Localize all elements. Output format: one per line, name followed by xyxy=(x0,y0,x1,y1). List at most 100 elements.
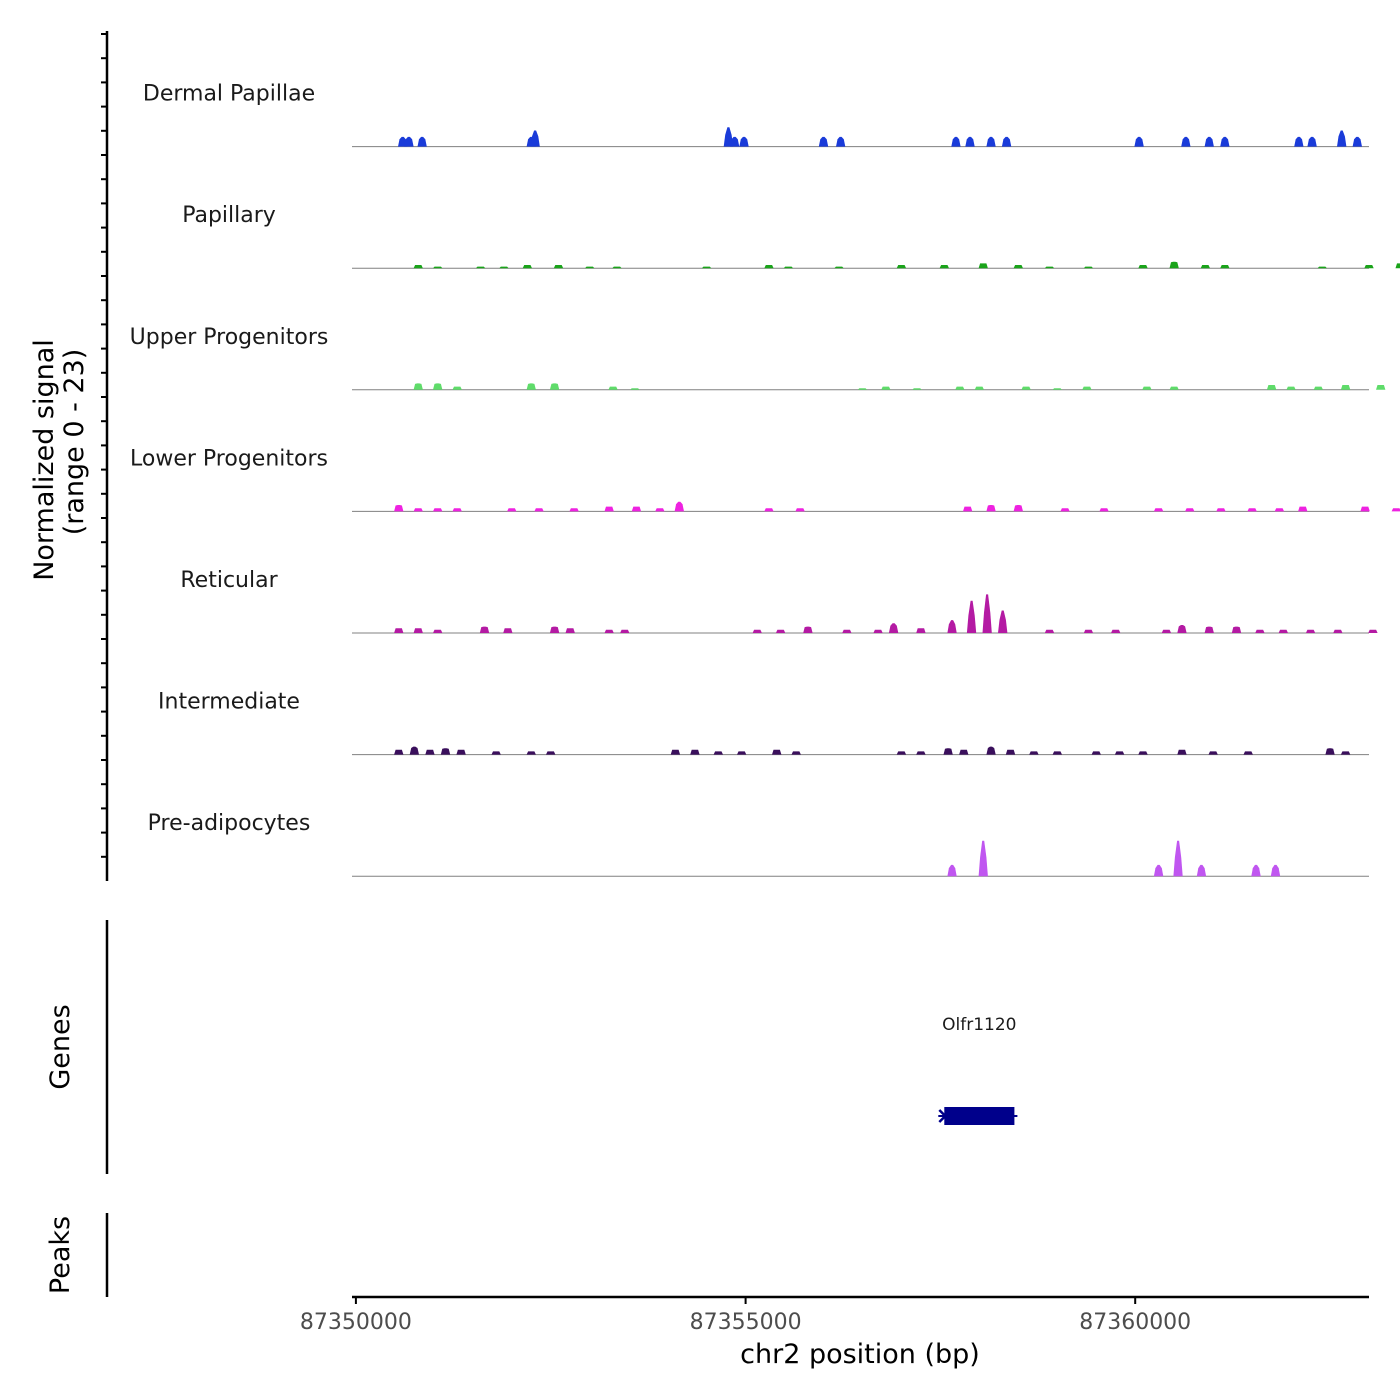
signal-peak xyxy=(674,501,684,512)
signal-peak xyxy=(1364,265,1374,269)
signal-peak xyxy=(713,751,723,755)
signal-peak xyxy=(1298,506,1308,512)
signal-peak xyxy=(955,386,965,390)
signal-peak xyxy=(783,266,794,269)
signal-peak xyxy=(916,751,926,755)
signal-peak xyxy=(881,386,891,390)
gene-olfr1120: Olfr1120 xyxy=(938,1015,1018,1125)
signal-peak xyxy=(417,136,427,147)
signal-peak xyxy=(947,864,957,877)
signal-peak xyxy=(737,751,747,755)
signal-peak xyxy=(530,130,540,147)
signal-peak xyxy=(479,626,490,633)
signal-peak xyxy=(1021,386,1031,390)
signal-peak xyxy=(1325,748,1335,755)
signal-peak xyxy=(1083,629,1094,633)
track-label: Reticular xyxy=(180,568,278,593)
signal-peak xyxy=(1395,263,1400,269)
track-pre-adipocytes: Pre-adipocytes xyxy=(148,811,1369,877)
signal-peak xyxy=(791,751,801,755)
x-tick-label: 87360000 xyxy=(1079,1310,1191,1335)
signal-peak xyxy=(413,628,423,633)
signal-peak xyxy=(752,629,762,633)
signal-peak xyxy=(1044,629,1055,633)
signal-peak xyxy=(1169,261,1179,269)
gene-track: Olfr1120 xyxy=(938,1015,1018,1125)
signal-peak xyxy=(959,749,969,755)
signal-peak xyxy=(1161,629,1172,633)
signal-peak xyxy=(553,265,564,269)
signal-peak xyxy=(939,265,949,269)
signal-peak xyxy=(943,748,953,755)
signal-peak xyxy=(1204,136,1214,147)
signal-peak xyxy=(916,628,926,633)
signal-peak xyxy=(986,136,996,147)
signal-peak xyxy=(1220,136,1230,147)
signal-peak xyxy=(631,506,642,512)
signal-peak xyxy=(1360,506,1370,512)
signal-peak xyxy=(413,508,423,512)
signal-peak xyxy=(1243,751,1253,755)
signal-peak xyxy=(723,127,734,147)
signal-peak xyxy=(1044,266,1055,269)
signal-peak xyxy=(947,620,957,633)
signal-peak xyxy=(655,508,665,512)
signal-peak xyxy=(1305,629,1316,633)
signal-peak xyxy=(963,506,973,512)
signal-peak xyxy=(1099,508,1109,512)
signal-peak xyxy=(1138,751,1148,755)
signal-peak xyxy=(1142,386,1152,390)
signal-peak xyxy=(1177,625,1187,633)
signal-peak xyxy=(772,749,782,755)
signal-peak xyxy=(1352,136,1362,147)
signal-peak xyxy=(452,386,462,390)
signal-peak xyxy=(1169,386,1179,390)
signal-peak xyxy=(1247,508,1257,512)
signal-peak xyxy=(1134,136,1144,147)
signal-peak xyxy=(394,505,404,512)
signal-peak xyxy=(604,629,614,633)
signal-peak xyxy=(409,746,419,755)
signal-peak xyxy=(565,628,575,633)
signal-peak xyxy=(764,508,774,512)
signal-peak xyxy=(1286,386,1296,390)
signal-peak xyxy=(404,136,414,147)
signal-peak xyxy=(965,136,975,147)
signal-peak xyxy=(1200,265,1210,269)
signal-peak xyxy=(1270,864,1281,877)
signal-peak xyxy=(1005,749,1016,755)
signal-peak xyxy=(425,749,435,755)
signal-peak xyxy=(1317,266,1327,269)
signal-peak xyxy=(1307,136,1317,147)
signal-peak xyxy=(1294,136,1304,147)
genes-label: Genes xyxy=(45,1004,76,1089)
gene-strand-arrow xyxy=(938,1109,948,1123)
track-label: Dermal Papillae xyxy=(143,82,315,107)
signal-peak xyxy=(1082,386,1092,390)
signal-peak xyxy=(1111,629,1121,633)
signal-peak xyxy=(701,266,712,269)
signal-peak xyxy=(534,508,544,512)
track-label: Lower Progenitors xyxy=(130,446,328,471)
track-papillary: Papillary xyxy=(182,203,1400,269)
signal-peak xyxy=(775,629,786,633)
x-tick-label: 87350000 xyxy=(300,1310,412,1335)
track-dermal-papillae: Dermal Papillae xyxy=(143,82,1369,148)
gene-label: Olfr1120 xyxy=(942,1015,1016,1035)
signal-peak xyxy=(834,266,844,269)
signal-peak xyxy=(546,751,556,755)
track-lower-progenitors: Lower Progenitors xyxy=(130,446,1400,512)
signal-peak xyxy=(475,266,486,269)
signal-peak xyxy=(1052,751,1062,755)
signal-peak xyxy=(522,265,532,269)
signal-peak xyxy=(440,748,451,755)
signal-peak xyxy=(912,388,922,390)
signal-peak xyxy=(549,626,560,633)
signal-peak xyxy=(690,749,700,755)
signal-peak xyxy=(1138,265,1148,269)
signal-peak xyxy=(394,749,404,755)
signal-peak xyxy=(1013,265,1023,269)
x-axis-ticks: 87350000 87355000 87360000 xyxy=(300,1297,1191,1335)
signal-peak xyxy=(1196,864,1207,877)
x-tick-label: 87355000 xyxy=(690,1310,802,1335)
